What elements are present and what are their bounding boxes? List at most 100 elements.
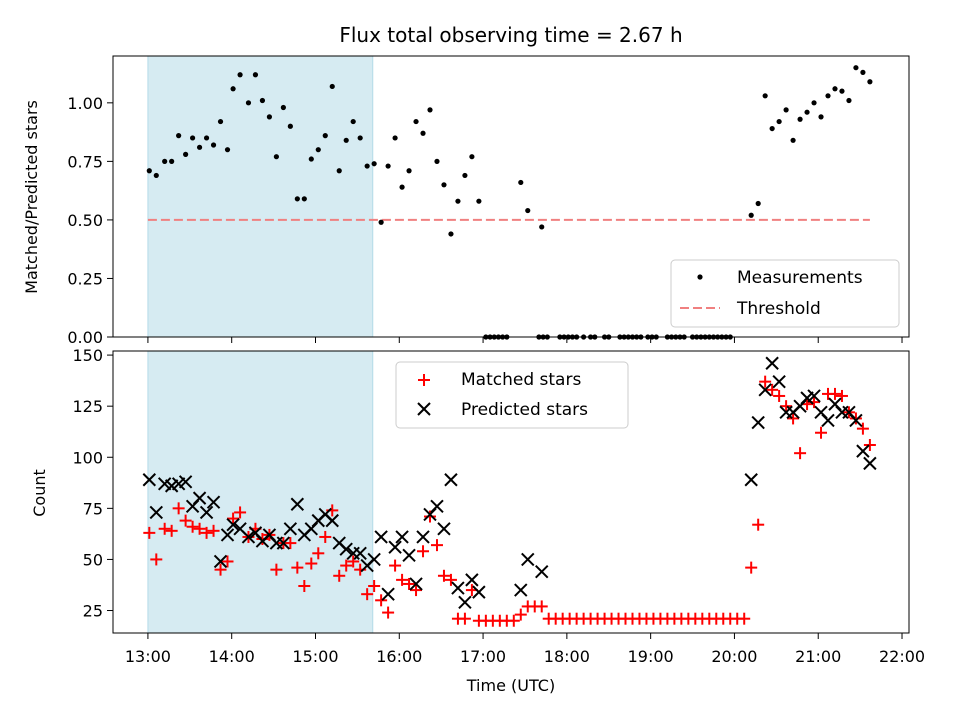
measurement-point: [329, 83, 335, 90]
measurement-point: [183, 151, 189, 157]
predicted-star-point: [521, 552, 535, 567]
bottom-y-tick-label: 25: [83, 602, 103, 621]
measurement-point: [280, 104, 286, 111]
bottom-panel: 25 50 75 100 125 150 13:00 14:00 15:00 16:00 17:0…: [30, 346, 925, 695]
matched-star-point: [200, 526, 213, 539]
measurement-point: [797, 116, 803, 122]
matched-star-point: [766, 383, 779, 396]
predicted-star-point: [290, 497, 305, 511]
measurement-point: [315, 147, 321, 153]
legend-measurements-label: Measurements: [737, 268, 863, 288]
measurement-point: [230, 86, 236, 92]
measurement-point: [525, 207, 531, 214]
matched-star-point: [298, 580, 311, 592]
bottom-x-tick-label: 22:00: [879, 647, 925, 666]
top-x-ticks: [147, 337, 903, 343]
top-panel: 0.00 0.25 0.50 0.75 1.00 Matched/Predicted s…: [22, 55, 910, 347]
measurement-point: [273, 154, 279, 160]
predicted-star-point: [367, 552, 381, 567]
top-y-tick-label: 1.00: [67, 94, 103, 113]
measurement-point: [825, 93, 831, 99]
matched-star-point: [347, 555, 360, 568]
bottom-x-tick-label: 14:00: [209, 647, 255, 666]
measurement-point: [818, 114, 824, 120]
measurement-point: [259, 97, 266, 104]
bottom-points: [142, 356, 877, 627]
matched-star-point: [291, 561, 304, 574]
matched-star-point: [752, 518, 765, 531]
matched-star-point: [172, 502, 185, 515]
bottom-y-tick-label: 150: [72, 346, 103, 365]
bottom-axes-frame: [112, 350, 910, 634]
predicted-star-point: [149, 505, 163, 520]
predicted-star-point: [206, 495, 221, 509]
measurement-point: [769, 125, 775, 132]
measurement-point: [364, 163, 370, 169]
measurement-point: [755, 200, 761, 207]
measurement-point: [853, 65, 859, 71]
matched-star-point: [507, 614, 520, 627]
matched-star-point: [227, 512, 240, 525]
legend-predicted-marker: [417, 402, 431, 416]
predicted-star-point: [142, 473, 157, 487]
matched-star-point: [417, 545, 430, 558]
measurement-point: [245, 100, 252, 106]
matched-star-point: [444, 573, 457, 586]
matched-star-point: [207, 524, 220, 537]
matched-star-point: [835, 389, 848, 402]
predicted-star-point: [444, 473, 458, 487]
measurement-point: [322, 133, 328, 139]
measurement-point: [539, 224, 545, 230]
matched-star-point: [368, 580, 381, 592]
predicted-star-point: [325, 513, 339, 528]
top-shaded-span: [147, 55, 374, 338]
matched-star-point: [234, 506, 247, 519]
legend-threshold-label: Threshold: [736, 299, 821, 319]
measurement-point: [448, 231, 454, 237]
matched-star-point: [745, 561, 758, 574]
bottom-shaded-span: [147, 350, 374, 634]
predicted-star-point: [199, 505, 214, 520]
matched-star-point: [535, 600, 548, 613]
predicted-star-point: [758, 383, 772, 397]
measurement-point: [196, 144, 203, 150]
measurement-point: [455, 198, 461, 204]
measurement-point: [266, 114, 273, 120]
matched-star-point: [424, 510, 437, 523]
measurement-point: [462, 172, 468, 179]
measurement-point: [308, 156, 314, 162]
measurement-point: [162, 158, 168, 164]
measurement-point: [413, 118, 419, 125]
predicted-star-point: [213, 554, 228, 569]
matched-star-point: [430, 539, 443, 552]
predicted-star-point: [178, 475, 193, 489]
measurement-point: [217, 118, 224, 125]
predicted-star-point: [283, 522, 298, 536]
bottom-x-tick-label: 17:00: [460, 647, 506, 666]
matched-star-point: [150, 553, 163, 566]
measurement-point: [287, 123, 293, 129]
predicted-star-point: [192, 491, 207, 505]
predicted-star-point: [395, 530, 409, 544]
measurement-point: [804, 109, 810, 115]
measurement-point: [860, 69, 866, 75]
matched-star-point: [333, 569, 346, 582]
matched-star-point: [815, 426, 828, 439]
top-y-tick-label: 0.00: [67, 328, 103, 347]
matched-star-point: [403, 577, 416, 590]
predicted-star-point: [465, 573, 479, 587]
matched-star-point: [437, 569, 450, 582]
measurement-point: [378, 219, 384, 225]
legend-predicted-label: Predicted stars: [461, 400, 588, 420]
matched-star-point: [828, 387, 841, 400]
measurement-point: [385, 163, 391, 169]
measurement-point: [146, 168, 152, 174]
measurement-point: [406, 168, 412, 174]
measurement-point: [427, 107, 433, 113]
bottom-x-tick-label: 21:00: [795, 647, 841, 666]
bottom-y-tick-label: 125: [72, 397, 103, 416]
predicted-star-point: [535, 564, 549, 579]
top-y-ticks: 0.00 0.25 0.50 0.75 1.00: [67, 94, 113, 347]
matched-star-point: [305, 557, 318, 570]
measurement-point: [176, 133, 182, 139]
